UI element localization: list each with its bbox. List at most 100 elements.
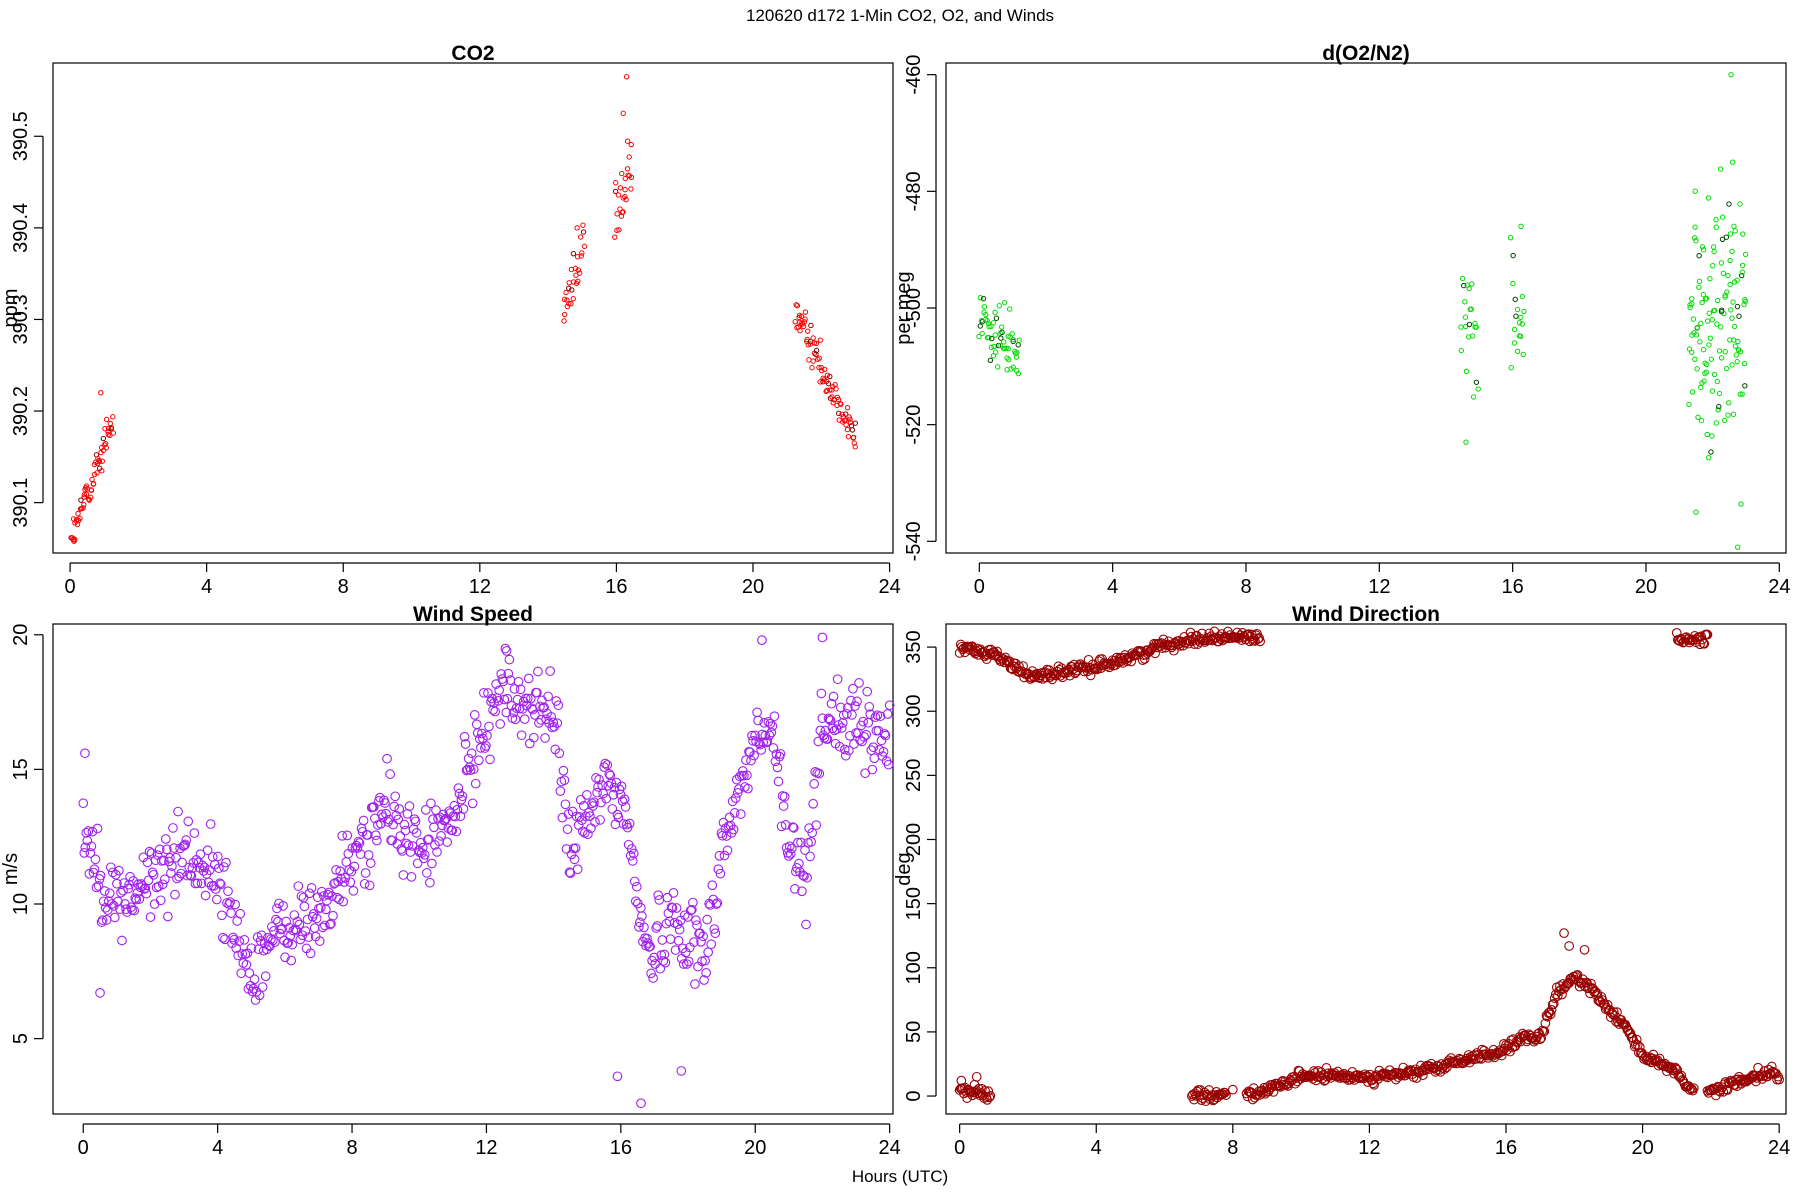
wind-speed-point [503,668,514,679]
o2n2-point [1006,356,1012,363]
co2-point [90,481,97,487]
wind-speed-point [753,715,763,726]
o2n2-x-tick-label: 0 [974,576,985,598]
o2n2-point [994,364,1001,370]
wind-direction-point [1255,1090,1265,1100]
wind-speed-point [466,748,477,759]
wind-speed-point [154,844,165,855]
wind-speed-point [325,919,335,930]
wind-speed-point [775,749,786,759]
co2-point [575,267,582,273]
wind-speed-point [767,721,778,731]
wind-direction-point [1590,986,1601,997]
wind-speed-point [221,857,231,868]
o2n2-point [1718,324,1724,330]
wind-speed-point [99,886,110,896]
wind-direction-point [1579,944,1590,955]
wind-speed-point [645,941,655,952]
wind-speed-point [80,842,91,853]
o2n2-y-tick-label: -480 [903,171,925,211]
wind-speed-point [714,850,725,861]
wind-speed-point [420,805,431,815]
wind-speed-point [393,814,404,825]
wind-direction-point [1586,978,1596,989]
wind-speed-point [840,750,851,761]
wind-speed-point [625,850,636,861]
wind-speed-point [595,815,605,825]
wind-direction-point [1558,979,1568,989]
co2-point [802,316,808,322]
wind-speed-point [286,955,297,966]
wind-speed-point [869,753,880,764]
co2-point [570,296,576,302]
wind-direction-point [1301,1072,1312,1083]
o2n2-point [1719,214,1726,220]
co2-point [620,110,626,117]
o2n2-y-tick-label: -540 [903,521,925,561]
wind-speed-point [699,975,709,985]
wind-speed-point [570,843,581,854]
wind-speed-point [102,905,113,915]
co2-point [617,185,624,191]
wind-speed-point [548,717,559,728]
wind-speed-point [166,868,176,878]
o2n2-point [1468,306,1475,312]
wind-direction-x-tick-label: 16 [1495,1137,1517,1159]
o2n2-point [1518,314,1524,321]
wind-speed-point [681,959,692,969]
o2n2-point [1689,349,1695,356]
wind-speed-point [674,924,685,935]
o2n2-point [1732,228,1738,234]
wind-speed-point [852,696,862,707]
o2n2-point [1700,346,1707,353]
wind-speed-point [233,950,244,961]
o2n2-point [1517,333,1524,340]
o2n2-point [1000,339,1007,345]
wind-speed-point [735,809,746,819]
wind-speed-point [519,714,530,724]
wind-speed-point [105,862,116,873]
o2n2-point [986,334,992,341]
o2n2-point [1695,414,1701,420]
wind-speed-point [839,744,850,755]
wind-direction-point [1150,648,1160,659]
wind-speed-point [86,841,97,852]
wind-speed-point [303,932,314,942]
co2-point [98,390,104,396]
wind-speed-point [468,764,479,775]
wind-direction-point [956,1075,967,1086]
wind-speed-point [779,791,790,802]
wind-speed-point [598,788,609,799]
co2-point [80,505,86,511]
o2n2-point [1694,324,1701,331]
wind-speed-point [848,683,858,694]
o2n2-point [1521,308,1527,315]
wind-direction-point [1561,981,1571,991]
wind-speed-point [475,743,486,753]
wind-speed-point [218,932,228,943]
co2-point [852,420,859,426]
o2n2-point [1708,356,1715,362]
co2-point [813,340,820,347]
wind-speed-point [442,837,453,847]
o2n2-point [1001,299,1008,306]
wind-speed-point [314,936,325,946]
wind-speed-point [411,828,422,838]
o2n2-point [1698,384,1704,391]
wind-direction-point [1564,941,1575,951]
co2-point [842,417,848,423]
co2-point [575,278,581,284]
wind-speed-point [626,844,637,854]
wind-speed-point [721,831,732,841]
wind-speed-point [416,848,427,858]
wind-direction-point [1540,1018,1551,1029]
wind-speed-point [467,798,478,809]
o2n2-point [1710,263,1716,269]
wind-direction-point [1766,1061,1777,1072]
wind-speed-point [599,762,610,773]
wind-speed-point [564,867,575,878]
o2n2-point [1511,340,1518,346]
co2-point [100,435,107,442]
